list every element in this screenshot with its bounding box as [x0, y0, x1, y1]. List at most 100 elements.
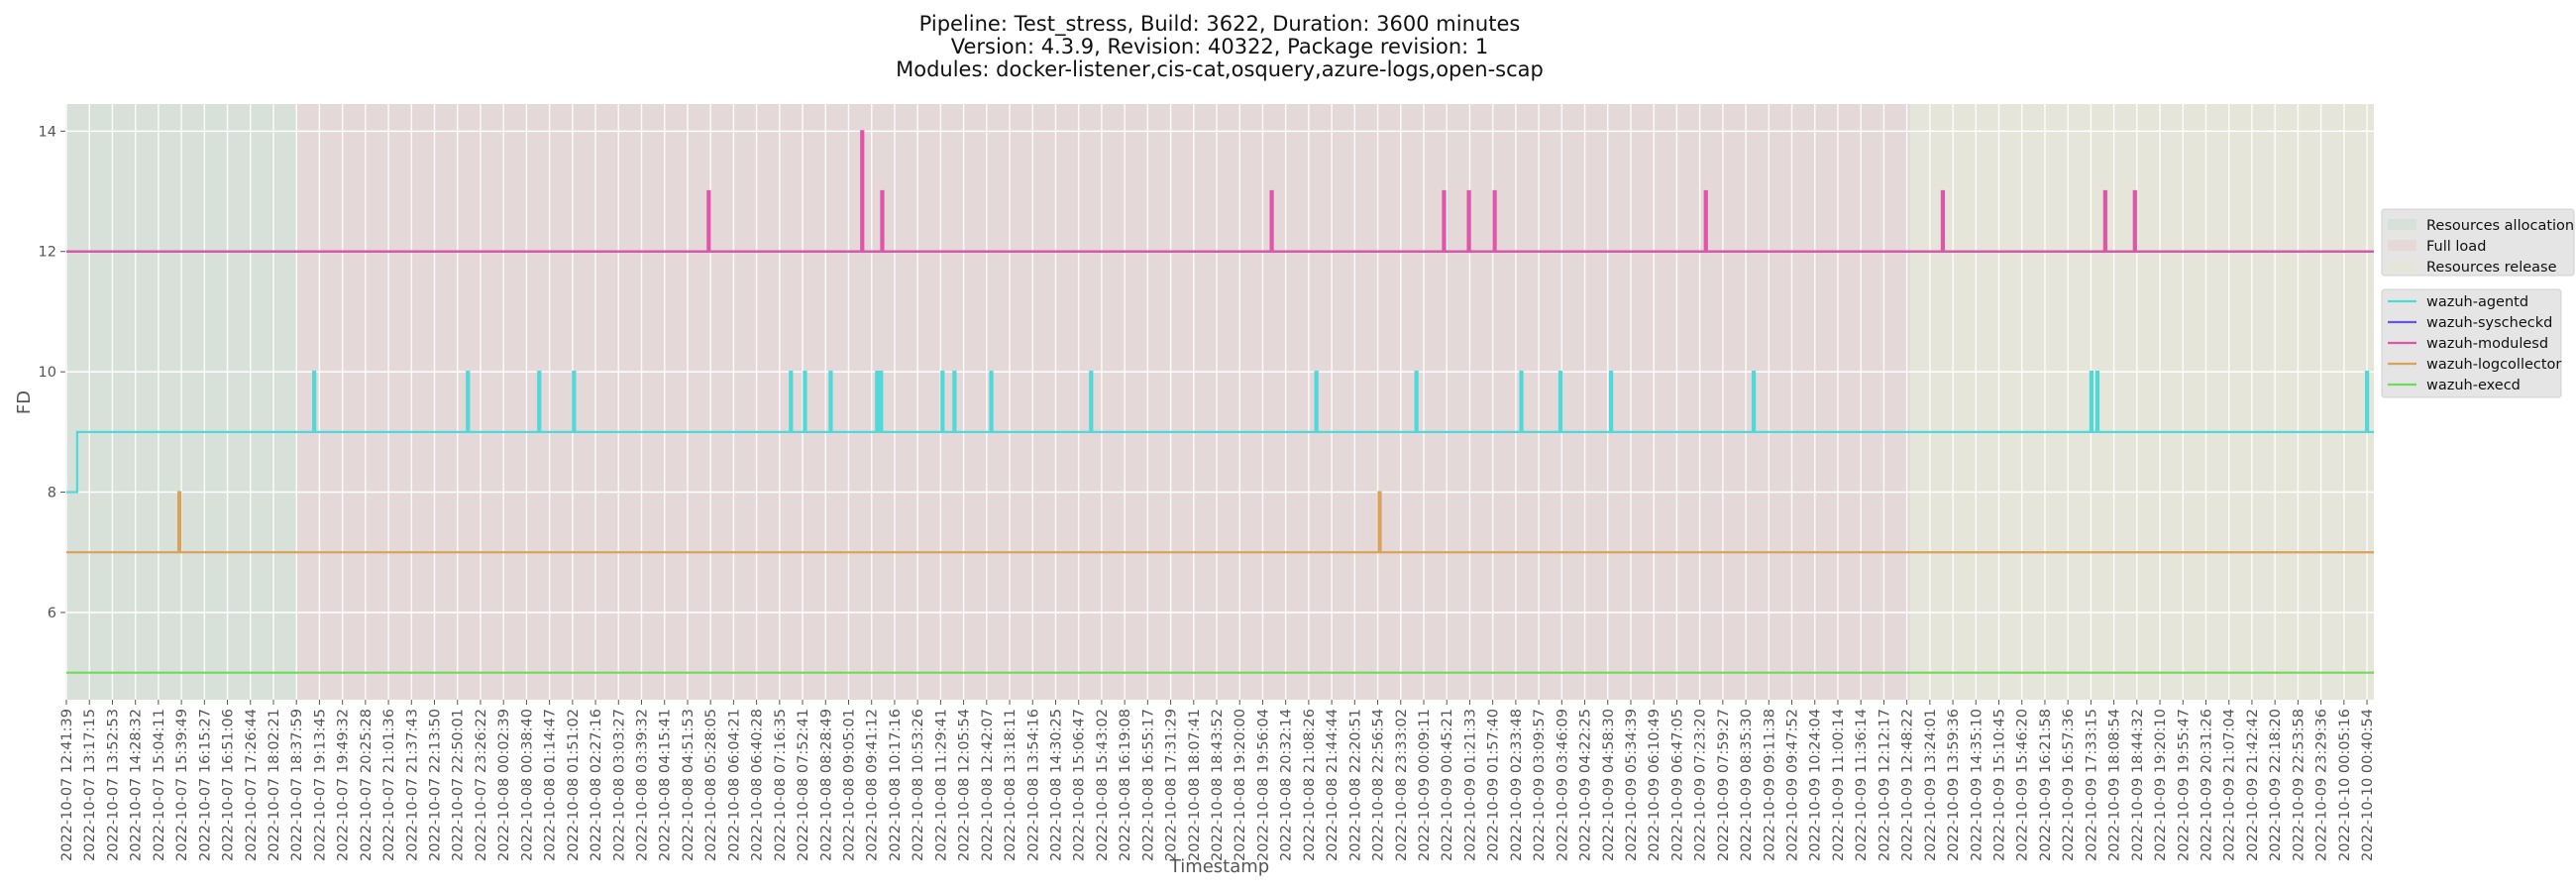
x-tick-label: 2022-10-09 07:23:20: [1693, 709, 1709, 861]
x-tick-label: 2022-10-08 15:43:02: [1095, 709, 1111, 861]
chart-title-line-2: Version: 4.3.9, Revision: 40322, Package…: [951, 35, 1489, 58]
region-full-load: [297, 104, 1910, 700]
x-tick-label: 2022-10-08 03:39:32: [635, 709, 651, 861]
series-wazuh-agentd: [66, 371, 2374, 494]
x-tick-label: 2022-10-10 00:05:16: [2337, 709, 2353, 861]
x-tick-label: 2022-10-09 11:36:14: [1854, 709, 1870, 861]
x-tick-label: 2022-10-08 08:28:49: [818, 709, 834, 861]
x-tick-label: 2022-10-08 22:20:51: [1347, 709, 1363, 861]
x-tick-label: 2022-10-09 16:57:36: [2061, 709, 2077, 861]
chart-title-line-3: Modules: docker-listener,cis-cat,osquery…: [896, 57, 1544, 81]
x-tick-label: 2022-10-07 13:52:53: [105, 709, 121, 861]
x-tick-label: 2022-10-07 16:15:27: [197, 709, 213, 861]
x-tick-label: 2022-10-09 21:42:42: [2245, 709, 2261, 861]
x-tick-label: 2022-10-07 15:04:11: [152, 709, 167, 861]
x-tick-label: 2022-10-07 21:37:43: [404, 709, 420, 861]
x-tick-label: 2022-10-09 11:00:14: [1831, 709, 1847, 861]
legend-label: wazuh-logcollector: [2426, 357, 2561, 373]
series-wazuh-modulesd: [66, 130, 2374, 253]
x-tick-label: 2022-10-09 04:58:30: [1601, 709, 1617, 861]
x-tick-label: 2022-10-08 23:33:02: [1394, 709, 1410, 861]
x-tick-label: 2022-10-08 09:41:12: [865, 709, 881, 861]
x-tick-label: 2022-10-08 13:18:11: [1003, 709, 1019, 861]
x-tick-label: 2022-10-07 23:26:22: [474, 709, 489, 861]
x-tick-label: 2022-10-08 05:28:05: [703, 709, 719, 861]
phase-regions: [66, 104, 2374, 700]
x-tick-label: 2022-10-08 00:38:40: [519, 709, 535, 861]
x-tick-label: 2022-10-07 21:01:36: [381, 709, 397, 861]
x-tick-label: 2022-10-08 21:44:44: [1325, 709, 1341, 861]
x-tick-label: 2022-10-08 15:06:47: [1072, 709, 1088, 861]
x-tick-label: 2022-10-09 04:22:25: [1578, 709, 1594, 861]
x-tick-label: 2022-10-09 19:20:10: [2153, 709, 2169, 861]
legend-label: Resources release: [2426, 260, 2557, 276]
x-tick-label: 2022-10-09 07:59:27: [1716, 709, 1732, 861]
x-tick-label: 2022-10-09 17:33:15: [2084, 709, 2099, 861]
x-tick-label: 2022-10-09 09:47:52: [1785, 709, 1801, 861]
x-tick-label: 2022-10-08 10:17:16: [888, 709, 904, 861]
y-axis-label: FD: [14, 390, 35, 414]
x-tick-label: 2022-10-08 16:55:17: [1140, 709, 1156, 861]
chart-title-line-1: Pipeline: Test_stress, Build: 3622, Dura…: [919, 12, 1521, 37]
x-tick-label: 2022-10-09 00:45:21: [1440, 709, 1455, 861]
x-tick-label: 2022-10-09 03:46:09: [1555, 709, 1570, 861]
x-tick-label: 2022-10-08 13:54:16: [1025, 709, 1041, 861]
x-tick-label: 2022-10-09 13:59:36: [1946, 709, 1962, 861]
series-lines: [66, 130, 2374, 674]
x-axis: 2022-10-07 12:41:39 2022-10-07 13:17:15 20…: [59, 700, 2376, 861]
x-tick-label: 2022-10-08 04:51:53: [681, 709, 697, 861]
x-tick-label: 2022-10-09 13:24:01: [1923, 709, 1939, 861]
x-tick-label: 2022-10-09 01:21:33: [1462, 709, 1478, 861]
x-tick-label: 2022-10-08 00:02:39: [496, 709, 512, 861]
x-tick-label: 2022-10-07 17:26:44: [244, 709, 260, 861]
x-tick-label: 2022-10-08 11:29:41: [933, 709, 949, 861]
x-tick-label: 2022-10-09 14:35:10: [1969, 709, 1985, 861]
x-tick-label: 2022-10-09 15:10:45: [1992, 709, 2008, 861]
x-tick-label: 2022-10-08 07:16:35: [773, 709, 789, 861]
x-tick-label: 2022-10-09 08:35:30: [1739, 709, 1755, 861]
x-tick-label: 2022-10-08 18:43:52: [1210, 709, 1226, 861]
x-tick-label: 2022-10-09 21:07:04: [2222, 709, 2238, 861]
x-tick-label: 2022-10-09 19:55:47: [2176, 709, 2192, 861]
x-tick-label: 2022-10-07 15:39:49: [174, 709, 190, 861]
legend-label: Full load: [2426, 239, 2486, 255]
x-tick-label: 2022-10-09 12:12:17: [1877, 709, 1892, 861]
legend-label: wazuh-modulesd: [2426, 336, 2548, 352]
x-tick-label: 2022-10-08 20:32:14: [1279, 709, 1295, 861]
region-resources-release: [1909, 104, 2374, 700]
x-tick-label: 2022-10-09 03:09:57: [1532, 709, 1548, 861]
x-tick-label: 2022-10-07 13:17:15: [82, 709, 98, 861]
x-tick-label: 2022-10-09 22:18:20: [2268, 709, 2284, 861]
legend-phases: Resources allocation Full load Resources r…: [2381, 208, 2575, 277]
x-tick-label: 2022-10-08 18:07:41: [1187, 709, 1203, 861]
x-tick-label: 2022-10-08 01:51:02: [566, 709, 582, 861]
x-tick-label: 2022-10-08 14:30:25: [1048, 709, 1064, 861]
legend-swatch: [2388, 261, 2416, 272]
x-tick-label: 2022-10-07 12:41:39: [59, 709, 75, 861]
legend-swatch: [2388, 219, 2416, 230]
x-tick-label: 2022-10-08 22:56:54: [1371, 709, 1387, 861]
y-tick-label: 8: [48, 486, 56, 502]
x-tick-label: 2022-10-07 19:13:45: [312, 709, 328, 861]
x-tick-label: 2022-10-08 21:08:26: [1302, 709, 1318, 861]
legend-swatch: [2388, 240, 2416, 251]
legend-series: wazuh-agentd wazuh-syscheckd wazuh-modules…: [2381, 288, 2562, 398]
x-tick-label: 2022-10-09 00:09:11: [1417, 709, 1433, 861]
x-tick-label: 2022-10-09 09:11:38: [1762, 709, 1777, 861]
y-tick-label: 14: [39, 124, 56, 140]
y-tick-label: 6: [48, 606, 56, 621]
x-tick-label: 2022-10-07 22:13:50: [428, 709, 444, 861]
x-tick-label: 2022-10-08 07:52:41: [796, 709, 811, 861]
x-tick-label: 2022-10-08 12:05:54: [957, 709, 973, 861]
x-tick-label: 2022-10-07 14:28:32: [129, 709, 145, 861]
x-tick-label: 2022-10-09 15:46:20: [2015, 709, 2031, 861]
y-tick-label: 10: [39, 365, 56, 381]
x-tick-label: 2022-10-10 00:40:54: [2360, 709, 2376, 861]
legend-label: wazuh-syscheckd: [2426, 315, 2552, 331]
x-tick-label: 2022-10-09 23:29:36: [2314, 709, 2330, 861]
x-tick-label: 2022-10-09 16:21:58: [2038, 709, 2054, 861]
x-tick-label: 2022-10-08 02:27:16: [589, 709, 604, 861]
y-axis: 6 8 10 12 14: [39, 124, 65, 621]
legend-label: Resources allocation: [2426, 218, 2574, 234]
x-tick-label: 2022-10-08 19:56:04: [1255, 709, 1271, 861]
